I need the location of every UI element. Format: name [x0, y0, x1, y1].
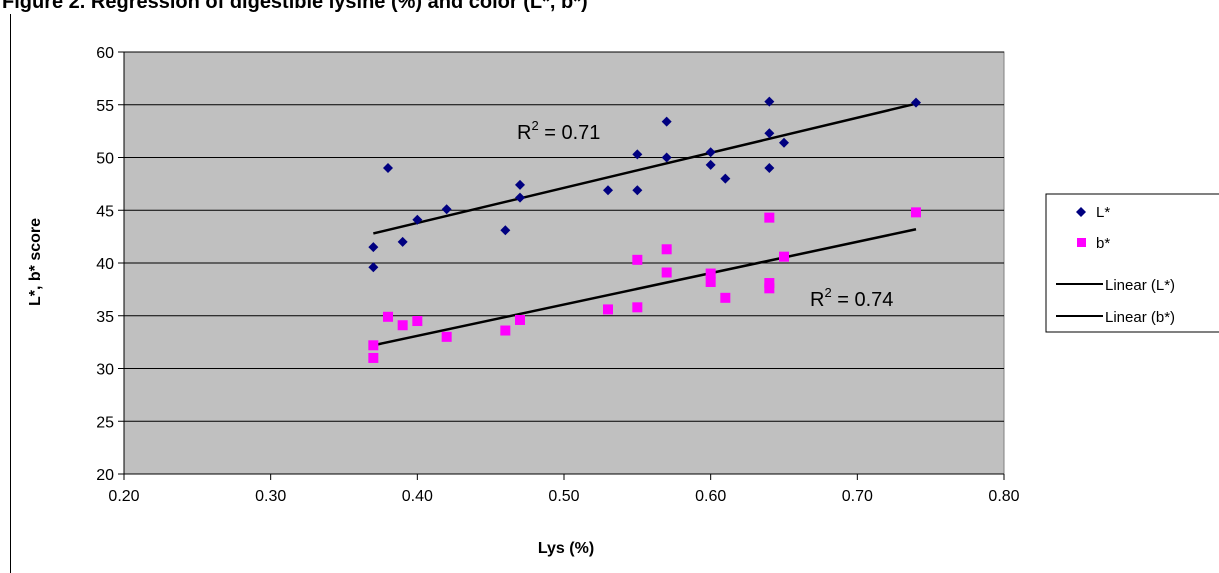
x-tick-label: 0.50 [548, 488, 579, 505]
x-tick-label: 0.70 [842, 488, 873, 505]
y-tick-label: 35 [96, 309, 114, 326]
b-star-point [632, 254, 643, 265]
l-star-point [368, 242, 379, 253]
l-star-point [383, 163, 393, 174]
l-star-point [632, 185, 643, 196]
b-star-point [412, 316, 423, 327]
x-tick-label: 0.30 [255, 488, 286, 505]
legend-box [1045, 193, 1219, 333]
x-tick-label: 0.60 [695, 488, 726, 505]
b-star-point [397, 320, 408, 331]
l-star-point [603, 185, 613, 196]
l-star-point [368, 262, 379, 273]
l-star-point [515, 179, 525, 190]
l-star-point [661, 116, 672, 127]
l-star-point [779, 137, 789, 148]
y-tick-label: 25 [96, 414, 114, 431]
b-star-point [661, 244, 672, 255]
b-star-point [764, 212, 775, 223]
l-star-point [632, 149, 643, 160]
b-star-point [603, 304, 613, 315]
b-star-point [705, 268, 716, 279]
b-star-point [515, 314, 525, 325]
l-star-point [661, 152, 672, 163]
l-star-point [764, 163, 775, 174]
b-star-point [368, 340, 379, 351]
y-tick-label: 20 [96, 467, 114, 484]
l-star-point [515, 192, 525, 203]
y-tick-label: 55 [96, 98, 114, 115]
r2-label-b-star: R2 = 0.74 [810, 285, 893, 311]
b-star-point [661, 267, 672, 278]
legend-l-star-marker [1076, 207, 1086, 217]
b-star-point [500, 325, 511, 336]
legend-l-star-label: L* [1096, 204, 1110, 221]
b-star-point [632, 302, 643, 313]
x-tick-label: 0.80 [988, 488, 1019, 505]
x-axis-ticks: 0.20 0.30 0.40 0.50 0.60 0.70 0.80 [108, 473, 1020, 505]
l-star-point [412, 214, 423, 225]
b-star-point [779, 251, 789, 262]
legend-b-star-marker [1077, 238, 1086, 247]
b-star-point [720, 292, 731, 303]
l-star-point [705, 159, 716, 170]
y-tick-label: 30 [96, 362, 114, 379]
b-star-point [441, 331, 452, 342]
b-star-point [764, 283, 775, 294]
l-star-point [441, 204, 452, 215]
l-star-point [720, 173, 731, 184]
b-star-point [911, 207, 921, 218]
trendlines [373, 102, 917, 347]
x-tick-label: 0.20 [108, 488, 139, 505]
b-star-points [368, 207, 921, 363]
l-star-point [764, 128, 775, 139]
b-star-point [368, 352, 379, 363]
y-tick-label: 50 [96, 151, 114, 168]
l-star-point [500, 225, 511, 236]
r2-label-l-star: R2 = 0.71 [517, 118, 600, 144]
y-tick-label: 40 [96, 256, 114, 273]
y-axis-title: L*, b* score [27, 218, 44, 306]
l-star-points [368, 96, 921, 273]
x-tick-label: 0.40 [402, 488, 433, 505]
y-tick-label: 60 [96, 45, 114, 62]
y-tick-label: 45 [96, 203, 114, 220]
b-star-point [764, 278, 775, 289]
b-star-point [383, 311, 393, 322]
legend-linear-b-label: Linear (b*) [1105, 309, 1175, 326]
l-star-point [397, 236, 408, 247]
l-star-point [764, 96, 775, 107]
gridlines [124, 51, 1004, 475]
trendline-l-star [373, 102, 917, 235]
y-axis-ticks: 20 25 30 35 40 45 50 55 60 [96, 45, 125, 484]
legend-b-star-label: b* [1096, 235, 1110, 252]
chart-frame-line [10, 14, 11, 573]
l-star-point [705, 147, 716, 158]
l-star-point [911, 97, 921, 108]
legend: L* b* Linear (L*) Linear (b*) [1045, 193, 1219, 333]
x-axis-title: Lys (%) [538, 540, 594, 557]
chart-title: Figure 2. Regression of digestible lysin… [2, 0, 588, 13]
trendline-b-star [373, 228, 917, 347]
b-star-point [705, 276, 716, 287]
legend-linear-l-label: Linear (L*) [1105, 277, 1175, 294]
